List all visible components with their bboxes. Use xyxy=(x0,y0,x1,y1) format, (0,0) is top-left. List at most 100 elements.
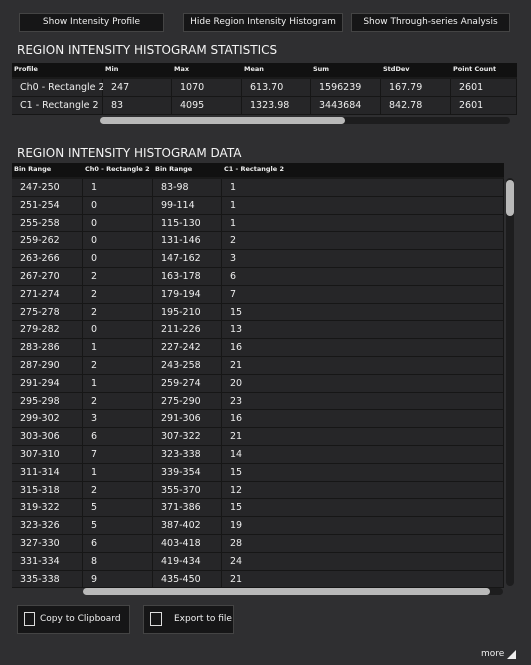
table-cell: 2601 xyxy=(451,79,517,97)
table-cell: 13 xyxy=(222,321,504,340)
button[interactable]: Hide Region Intensity Histogram xyxy=(183,13,343,32)
table-cell: 387-402 xyxy=(153,517,222,535)
stats-table: Profile Min Max Mean Sum StdDev Point Count Ch0… xyxy=(12,63,517,115)
table-cell: 2 xyxy=(83,303,153,322)
column-header: Bin Range xyxy=(12,163,83,177)
table-cell: 1 xyxy=(83,179,153,197)
table-cell: 2 xyxy=(83,481,153,500)
button-label: Export to file xyxy=(174,614,232,624)
icon xyxy=(150,612,162,626)
table-cell: 263-266 xyxy=(12,250,83,268)
table-cell: 5 xyxy=(83,517,153,535)
table-cell: 267-270 xyxy=(12,268,83,286)
table-cell: 327-330 xyxy=(12,535,83,553)
table-cell: 24 xyxy=(222,552,504,571)
button[interactable]: Show Intensity Profile xyxy=(19,13,164,32)
table-cell: 435-450 xyxy=(153,570,222,588)
table-cell: 195-210 xyxy=(153,303,222,322)
table-cell: 295-298 xyxy=(12,392,83,411)
table-cell: 1 xyxy=(83,339,153,357)
table-cell: 291-294 xyxy=(12,374,83,393)
table-cell: 0 xyxy=(83,321,153,340)
table-cell: 307-310 xyxy=(12,446,83,464)
table-cell: 19 xyxy=(222,517,504,535)
table-cell: 403-418 xyxy=(153,535,222,553)
table-cell: 0 xyxy=(83,214,153,233)
table-cell: 2 xyxy=(222,232,504,251)
table-cell: 303-306 xyxy=(12,428,83,446)
button[interactable]: Export to file xyxy=(143,605,234,634)
button[interactable]: Show Through-series Analysis xyxy=(351,13,510,32)
table-cell: 247 xyxy=(103,79,172,97)
table-cell: Ch0 - Rectangle 2 xyxy=(12,79,105,97)
more-link[interactable]: more xyxy=(481,649,505,659)
scroll-thumb[interactable] xyxy=(83,588,490,595)
table-cell: 1323.98 xyxy=(242,97,311,115)
table-cell: 283-286 xyxy=(12,339,83,357)
button[interactable]: Copy to Clipboard xyxy=(17,605,130,634)
table-cell: 2 xyxy=(83,268,153,286)
table-cell: 99-114 xyxy=(153,196,222,215)
table-cell: 1 xyxy=(222,214,504,233)
column-header: Mean xyxy=(242,63,311,77)
scroll-thumb[interactable] xyxy=(100,117,345,124)
table-cell: 147-162 xyxy=(153,250,222,268)
table-cell: 243-258 xyxy=(153,357,222,375)
table-cell: 4095 xyxy=(172,97,242,115)
table-cell: 1 xyxy=(83,463,153,482)
table-cell: 3 xyxy=(83,410,153,429)
scrollbar[interactable] xyxy=(100,117,510,124)
column-header: StdDev xyxy=(381,63,451,77)
table-cell: 163-178 xyxy=(153,268,222,286)
table-cell: 5 xyxy=(83,499,153,518)
column-header: Max xyxy=(172,63,242,77)
table-cell: 179-194 xyxy=(153,285,222,304)
table-cell: 211-226 xyxy=(153,321,222,340)
table-cell: 21 xyxy=(222,428,504,446)
table-cell: 842.78 xyxy=(381,97,451,115)
column-header: Ch0 - Rectangle 2 xyxy=(83,163,153,177)
table-cell: 0 xyxy=(83,196,153,215)
more-icon xyxy=(507,650,516,659)
scrollbar[interactable] xyxy=(506,178,514,586)
table-cell: 255-258 xyxy=(12,214,83,233)
table-cell: 331-334 xyxy=(12,552,83,571)
table-cell: 419-434 xyxy=(153,552,222,571)
table-cell: 23 xyxy=(222,392,504,411)
table-cell: 0 xyxy=(83,250,153,268)
column-header: Point Count xyxy=(451,63,517,77)
table-cell: 2601 xyxy=(451,97,517,115)
table-cell: 335-338 xyxy=(12,570,83,588)
table-cell: 6 xyxy=(222,268,504,286)
table-cell: 1 xyxy=(222,179,504,197)
table-cell: 259-274 xyxy=(153,374,222,393)
table-cell: 3443684 xyxy=(311,97,381,115)
table-cell: 16 xyxy=(222,410,504,429)
histogram-table: Bin Range Ch0 - Rectangle 2 Bin Range C1 - … xyxy=(12,163,504,588)
table-cell: 323-338 xyxy=(153,446,222,464)
scroll-thumb[interactable] xyxy=(506,180,514,216)
table-cell: 28 xyxy=(222,535,504,553)
table-cell: 2 xyxy=(83,285,153,304)
table-cell: 355-370 xyxy=(153,481,222,500)
table-cell: 15 xyxy=(222,303,504,322)
column-header: Min xyxy=(103,63,172,77)
table-cell: 323-326 xyxy=(12,517,83,535)
column-header: Sum xyxy=(311,63,381,77)
table-cell: 6 xyxy=(83,428,153,446)
table-cell: 339-354 xyxy=(153,463,222,482)
scrollbar[interactable] xyxy=(83,588,503,595)
table-cell: 271-274 xyxy=(12,285,83,304)
table-cell: 3 xyxy=(222,250,504,268)
table-cell: 287-290 xyxy=(12,357,83,375)
table-cell: 7 xyxy=(83,446,153,464)
table-cell: 311-314 xyxy=(12,463,83,482)
table-cell: 167.79 xyxy=(381,79,451,97)
table-cell: 319-322 xyxy=(12,499,83,518)
table-cell: 291-306 xyxy=(153,410,222,429)
table-cell: 8 xyxy=(83,552,153,571)
table-cell: 131-146 xyxy=(153,232,222,251)
table-cell: 1 xyxy=(222,196,504,215)
section-title: REGION INTENSITY HISTOGRAM STATISTICS xyxy=(17,43,278,57)
